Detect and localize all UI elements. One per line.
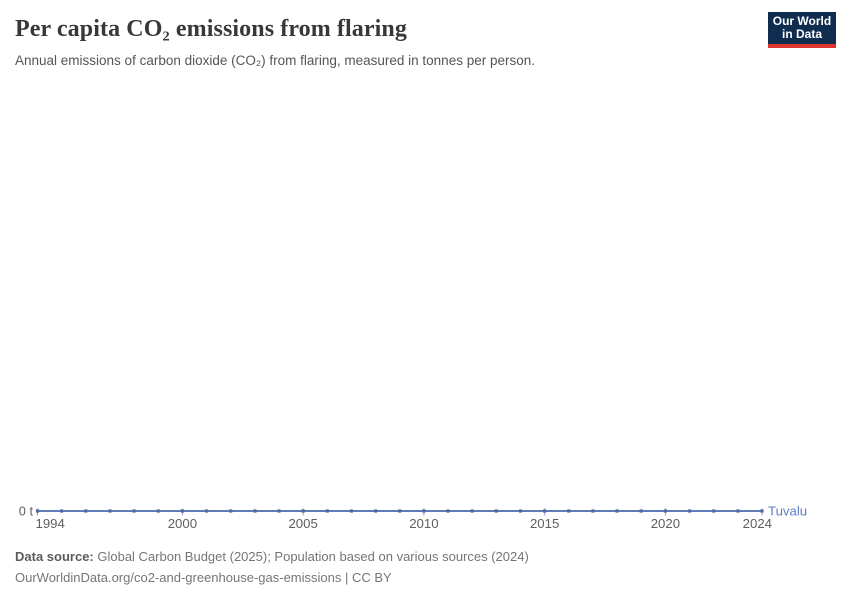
x-axis-label: 2010 (409, 516, 438, 531)
data-point (446, 509, 450, 513)
data-point (422, 509, 426, 513)
data-point (60, 509, 64, 513)
data-point (301, 509, 305, 513)
data-point (374, 509, 378, 513)
x-axis-label: 2015 (530, 516, 559, 531)
x-axis-label: 2020 (651, 516, 680, 531)
chart-footer: Data source: Global Carbon Budget (2025)… (15, 547, 529, 588)
data-point (518, 509, 523, 513)
data-point (663, 509, 667, 513)
license-line: OurWorldinData.org/co2-and-greenhouse-ga… (15, 568, 529, 589)
y-axis-zero-label: 0 t (19, 504, 34, 519)
owid-link[interactable]: OurWorldinData.org/co2-and-greenhouse-ga… (15, 569, 342, 585)
data-source-text: Global Carbon Budget (2025); Population … (93, 549, 529, 564)
data-point (229, 509, 233, 513)
x-axis-label: 2000 (168, 516, 197, 531)
data-point (132, 509, 136, 513)
x-axis-label: 2005 (288, 516, 317, 531)
data-point (470, 509, 474, 513)
owid-logo-line2: in Data (781, 27, 822, 41)
data-point (35, 509, 40, 513)
chart-subtitle: Annual emissions of carbon dioxide (CO₂)… (15, 53, 535, 68)
data-point (639, 509, 643, 513)
data-point (736, 509, 740, 513)
entity-label: Tuvalu (768, 504, 807, 519)
data-point (567, 509, 571, 513)
data-point (253, 509, 257, 513)
data-point (205, 509, 209, 513)
data-point (156, 509, 160, 513)
data-point (615, 509, 619, 513)
data-point (760, 509, 764, 513)
data-point (398, 509, 402, 513)
x-axis-label: 2024 (743, 516, 772, 531)
data-point (543, 509, 547, 513)
data-point (349, 509, 353, 513)
data-point (325, 509, 329, 513)
chart-title: Per capita CO₂ emissions from flaring (15, 16, 407, 42)
data-point (591, 509, 595, 513)
data-point (712, 509, 716, 513)
license-text: | CC BY (341, 569, 392, 585)
data-point (180, 509, 184, 513)
data-source-label: Data source: (15, 549, 94, 564)
data-point (84, 509, 88, 513)
owid-logo-line1: Our World (772, 13, 832, 28)
data-point (108, 509, 112, 513)
data-source-line: Data source: Global Carbon Budget (2025)… (15, 549, 529, 564)
data-point (494, 509, 498, 513)
data-point (688, 509, 692, 513)
data-point (277, 509, 281, 513)
owid-logo[interactable]: Our World in Data (768, 12, 836, 48)
x-axis-label: 1994 (36, 516, 65, 531)
